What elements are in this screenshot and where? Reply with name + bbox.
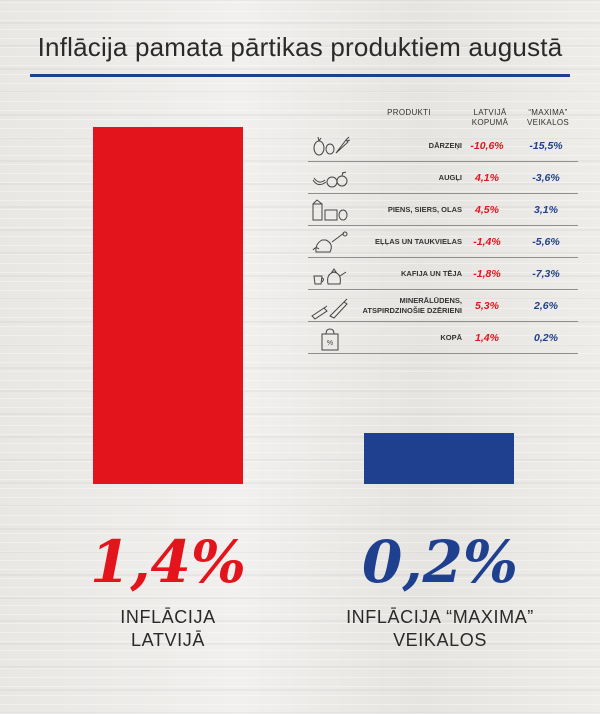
- row-maxima-value: 0,2%: [534, 332, 558, 344]
- dairy-icon: [310, 198, 350, 222]
- table-row: KAFIJA UN TĒJA -1,8% -7,3%: [300, 258, 580, 290]
- row-label: EĻĻAS UN TAUKVIELAS: [352, 226, 462, 258]
- row-latvia-value: 4,1%: [475, 172, 499, 184]
- table-row: % KOPĀ 1,4% 0,2%: [300, 322, 580, 354]
- row-latvia-value: 5,3%: [475, 300, 499, 312]
- header-products: PRODUKTI: [387, 108, 431, 117]
- row-label: KOPĀ: [352, 322, 462, 354]
- header-latvia: LATVIJĀ KOPUMĀ: [466, 108, 514, 128]
- header-maxima-line-1: “MAXIMA”: [528, 108, 568, 117]
- row-maxima-value: -7,3%: [532, 268, 560, 280]
- row-divider: [308, 289, 578, 290]
- header-latvia-line-1: LATVIJĀ: [473, 108, 507, 117]
- row-divider: [308, 161, 578, 162]
- row-latvia-value: -10,6%: [470, 140, 504, 152]
- table-row: EĻĻAS UN TAUKVIELAS -1,4% -5,6%: [300, 226, 580, 258]
- row-label: PIENS, SIERS, OLAS: [352, 194, 462, 226]
- row-maxima-value: -15,5%: [529, 140, 563, 152]
- header-latvia-line-2: KOPUMĀ: [471, 118, 509, 127]
- table-row: AUGĻI 4,1% -3,6%: [300, 162, 580, 194]
- row-label-line: AUGĻI: [438, 173, 462, 182]
- row-label-line: KAFIJA UN TĒJA: [401, 269, 462, 278]
- row-maxima-value: -5,6%: [532, 236, 560, 248]
- row-divider: [308, 225, 578, 226]
- row-latvia-value: -1,8%: [473, 268, 501, 280]
- caption-maxima: INFLĀCIJA “MAXIMA” VEIKALOS: [290, 606, 590, 652]
- row-label: MINERĀLŪDENS, ATSPIRDZINOŠIE DZĒRIENI: [352, 290, 462, 322]
- row-label: KAFIJA UN TĒJA: [352, 258, 462, 290]
- row-label-line: PIENS, SIERS, OLAS: [387, 205, 462, 214]
- row-maxima-value: -3,6%: [532, 172, 560, 184]
- row-divider: [308, 321, 578, 322]
- title-underline: [30, 74, 570, 77]
- oil-icon: [310, 230, 350, 254]
- row-maxima-value: 2,6%: [534, 300, 558, 312]
- row-label-line: EĻĻAS UN TAUKVIELAS: [375, 237, 462, 246]
- vegetables-icon: [310, 134, 351, 158]
- value-label-maxima: 0,2%: [361, 528, 519, 596]
- table-row: DĀRZEŅI -10,6% -15,5%: [300, 130, 580, 162]
- bar-latvia: [93, 127, 243, 484]
- caption-latvia-line-2: LATVIJĀ: [131, 630, 205, 650]
- row-label-line: KOPĀ: [440, 333, 462, 342]
- row-divider: [308, 353, 578, 354]
- row-label-line: ATSPIRDZINOŠIE DZĒRIENI: [362, 306, 462, 315]
- row-label-line: DĀRZEŅI: [428, 141, 462, 150]
- fruits-icon: [310, 166, 350, 190]
- row-label: DĀRZEŅI: [352, 130, 462, 162]
- row-label-line: MINERĀLŪDENS,: [399, 296, 462, 305]
- chart-title: Inflācija pamata pārtikas produktiem aug…: [37, 32, 563, 62]
- row-maxima-value: 3,1%: [534, 204, 558, 216]
- header-maxima-line-2: VEIKALOS: [527, 118, 569, 127]
- row-divider: [308, 257, 578, 258]
- table-row: MINERĀLŪDENS, ATSPIRDZINOŠIE DZĒRIENI 5,3%…: [300, 290, 580, 322]
- shopping-bag-icon: %: [310, 326, 350, 351]
- row-divider: [308, 193, 578, 194]
- header-maxima: “MAXIMA” VEIKALOS: [520, 108, 576, 128]
- row-label: AUGĻI: [352, 162, 462, 194]
- caption-latvia-line-1: INFLĀCIJA: [120, 607, 216, 627]
- value-label-latvia: 1,4%: [89, 528, 247, 596]
- bar-maxima: [364, 433, 514, 484]
- row-latvia-value: 1,4%: [475, 332, 499, 344]
- table-row: PIENS, SIERS, OLAS 4,5% 3,1%: [300, 194, 580, 226]
- row-latvia-value: -1,4%: [473, 236, 501, 248]
- caption-latvia: INFLĀCIJA LATVIJĀ: [18, 606, 318, 652]
- coffee-tea-icon: [310, 262, 350, 286]
- svg-text:%: %: [327, 340, 333, 347]
- caption-maxima-line-2: VEIKALOS: [393, 630, 487, 650]
- caption-maxima-line-1: INFLĀCIJA “MAXIMA”: [346, 607, 534, 627]
- row-latvia-value: 4,5%: [475, 204, 499, 216]
- drinks-icon: [310, 294, 350, 320]
